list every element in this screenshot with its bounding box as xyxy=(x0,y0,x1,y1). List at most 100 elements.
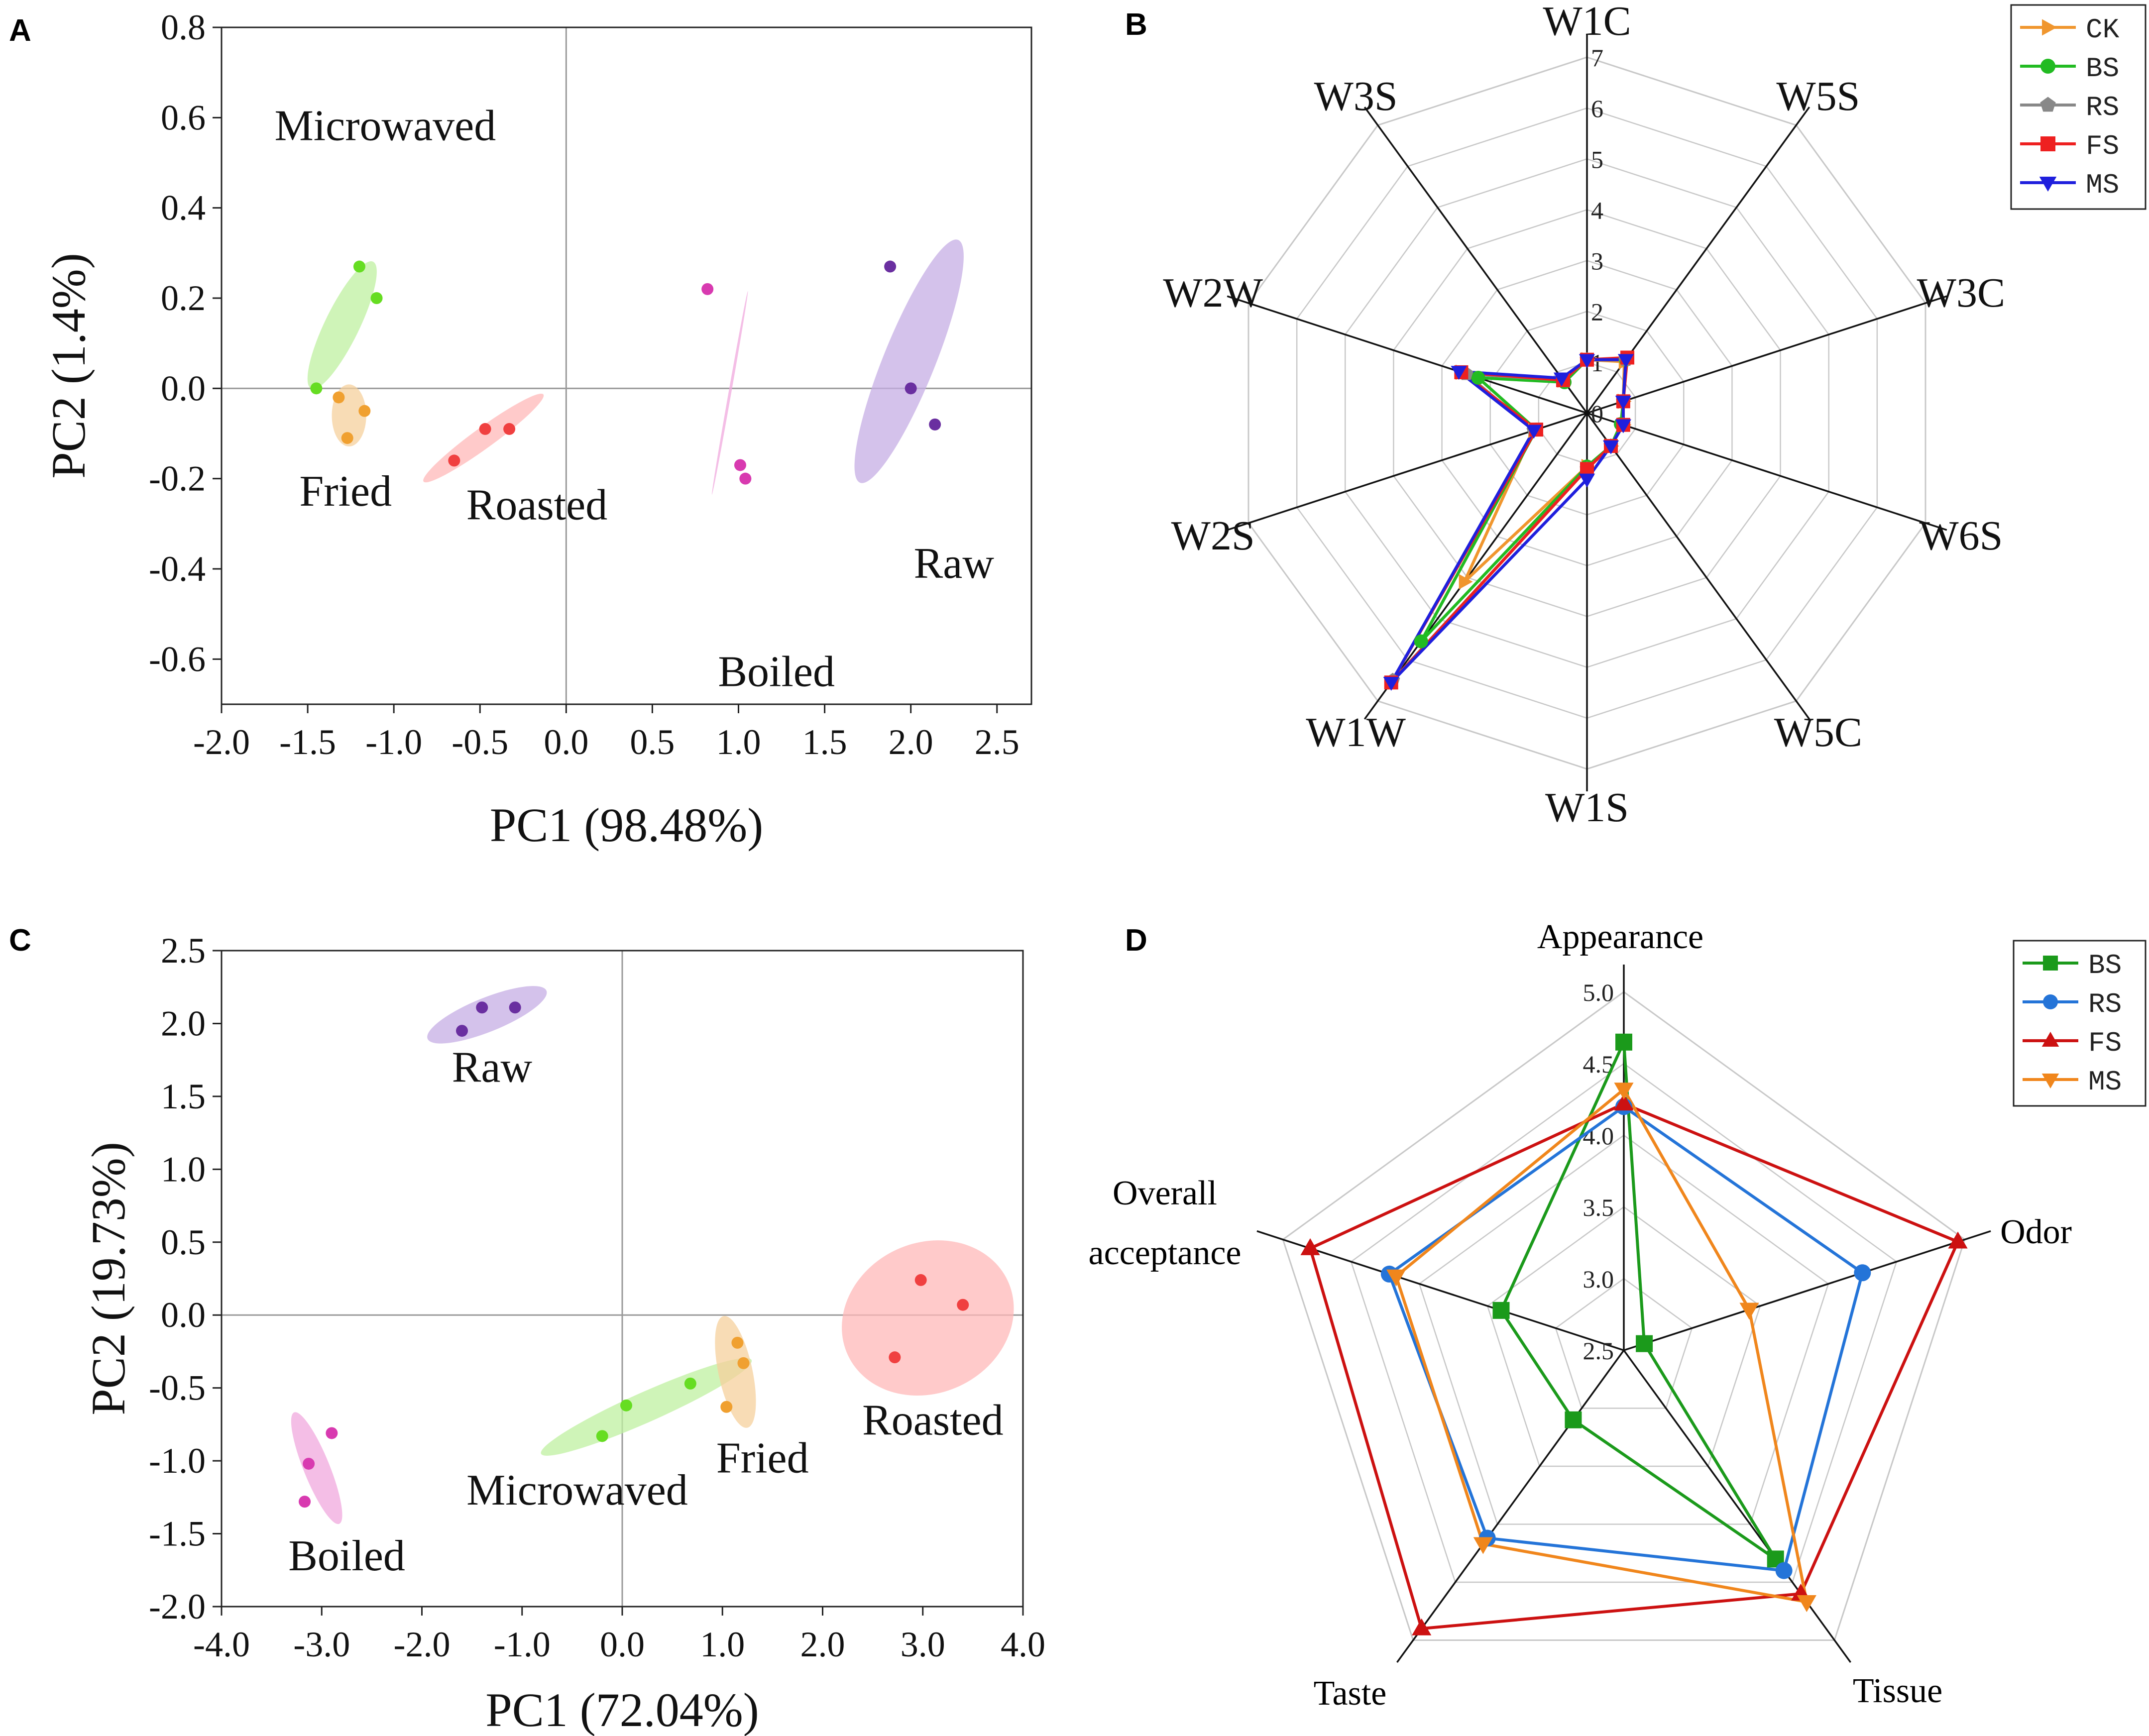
legend-marker-bs xyxy=(2043,956,2058,971)
legend-marker-ms xyxy=(2039,177,2057,192)
point-fried-2 xyxy=(358,405,371,417)
marker-ms-w3c xyxy=(1615,396,1631,410)
y-tick-label: 0.8 xyxy=(161,7,206,47)
point-roasted-1 xyxy=(914,1274,927,1286)
point-fried-2 xyxy=(737,1357,750,1369)
point-boiled-2 xyxy=(734,459,746,471)
x-tick-label: -1.0 xyxy=(494,1625,551,1664)
radar-spoke-w2w xyxy=(1227,295,1587,414)
confidence-ellipse-roasted xyxy=(842,1240,1014,1396)
group-label-microwaved: Microwaved xyxy=(466,1466,688,1515)
radar-grid-ring xyxy=(1418,1134,1829,1525)
x-axis-title: PC1 (72.04%) xyxy=(485,1683,759,1736)
panel-label-c: C xyxy=(9,923,31,958)
point-raw-2 xyxy=(905,382,917,395)
x-tick-label: 0.0 xyxy=(600,1625,645,1664)
panel-label-b: B xyxy=(1125,7,1147,42)
marker-ms-w1s xyxy=(1579,473,1595,488)
radar-tick-label: 3.0 xyxy=(1583,1265,1614,1293)
y-tick-label: 2.5 xyxy=(161,931,206,971)
marker-ms-appearance xyxy=(1614,1083,1634,1100)
x-tick-label: 2.0 xyxy=(889,722,933,762)
confidence-ellipse-boiled xyxy=(291,1412,342,1524)
x-tick-label: -0.5 xyxy=(452,722,508,762)
y-tick-label: 2.0 xyxy=(161,1003,206,1043)
point-microwaved-2 xyxy=(620,1399,633,1411)
d-axis-label-odor: Odor xyxy=(2000,1213,2072,1251)
point-microwaved-1 xyxy=(684,1377,696,1390)
series-line-bs xyxy=(1499,1040,1777,1561)
point-boiled-3 xyxy=(739,472,752,485)
point-roasted-1 xyxy=(448,454,460,467)
group-label-microwaved: Microwaved xyxy=(274,102,496,150)
panel-label-a: A xyxy=(9,13,31,48)
series-line-ms xyxy=(1394,1087,1809,1604)
radar-grid-ring xyxy=(1555,1278,1693,1409)
x-tick-label: 1.5 xyxy=(802,722,847,762)
legend-box xyxy=(2010,4,2147,210)
plot-frame xyxy=(221,26,1032,705)
legend-box xyxy=(2013,940,2147,1107)
x-tick-label: 3.0 xyxy=(901,1625,945,1664)
marker-rs-odor xyxy=(1854,1264,1871,1282)
marker-rs-tissue xyxy=(1775,1562,1793,1579)
radar-spoke-tissue xyxy=(1623,1349,1851,1663)
radar-tick-label: 3 xyxy=(1591,247,1603,275)
d-axis-label-tissue: Tissue xyxy=(1853,1672,1942,1710)
legend-label-ms: MS xyxy=(2088,1066,2122,1098)
radar-tick-label: 0 xyxy=(1591,400,1603,428)
point-roasted-2 xyxy=(957,1299,969,1311)
radar-tick-label: 7 xyxy=(1591,44,1603,72)
radar-spoke-w3c xyxy=(1586,295,1947,414)
point-microwaved-1 xyxy=(353,260,365,273)
radar-grid-ring xyxy=(1350,1063,1898,1583)
point-roasted-2 xyxy=(479,423,491,435)
point-boiled-3 xyxy=(299,1496,311,1508)
x-tick-label: 2.0 xyxy=(800,1625,845,1664)
radar-spoke-w5c xyxy=(1586,412,1810,720)
group-label-boiled: Boiled xyxy=(718,648,835,696)
legend-label-fs: FS xyxy=(2086,130,2119,162)
legend-marker-fs xyxy=(2041,1032,2059,1047)
radar-tick-label: 4 xyxy=(1591,196,1603,224)
marker-ck-w1w xyxy=(1459,574,1473,590)
marker-ms-w5c xyxy=(1602,440,1619,454)
radar-tick-label: 5 xyxy=(1591,145,1603,173)
marker-ms-w2s xyxy=(1526,425,1542,439)
point-raw-1 xyxy=(456,1025,468,1037)
group-label-raw: Raw xyxy=(452,1044,533,1092)
group-label-fried: Fried xyxy=(299,467,392,516)
legend-label-ck: CK xyxy=(2086,14,2120,46)
marker-ms-tissue xyxy=(1797,1595,1816,1613)
legend-marker-rs xyxy=(2040,97,2056,112)
point-raw-3 xyxy=(509,1001,521,1014)
marker-ms-overall-acceptance xyxy=(1386,1269,1406,1287)
legend-label-bs: BS xyxy=(2088,950,2122,981)
legend-label-bs: BS xyxy=(2086,53,2119,85)
marker-fs-odor xyxy=(1948,1231,1968,1249)
y-tick-label: 0.5 xyxy=(161,1222,206,1262)
y-tick-label: 1.0 xyxy=(161,1149,206,1189)
radar-axis-label-w3s: W3S xyxy=(1314,73,1398,119)
d-axis-label-overall-line2: acceptance xyxy=(1089,1234,1242,1272)
group-label-fried: Fried xyxy=(716,1434,809,1483)
x-tick-label: -1.0 xyxy=(365,722,422,762)
x-tick-label: -1.5 xyxy=(279,722,336,762)
series-line-fs xyxy=(1309,1102,1960,1630)
marker-ms-w1c xyxy=(1579,354,1595,368)
x-tick-label: 0.5 xyxy=(630,722,675,762)
confidence-ellipse-boiled xyxy=(712,291,748,495)
legend-label-ms: MS xyxy=(2086,169,2119,201)
point-microwaved-2 xyxy=(370,292,383,304)
y-tick-label: -2.0 xyxy=(149,1587,206,1627)
y-tick-label: -0.5 xyxy=(149,1368,206,1408)
point-raw-2 xyxy=(476,1001,488,1014)
radar-spoke-w2s xyxy=(1227,412,1587,531)
legend-label-rs: RS xyxy=(2088,988,2122,1020)
panel-b-enose-radar: 01234567W1CW5SW3CW6SW5CW1SW1WW2SW2WW3SCK… xyxy=(1163,0,2147,831)
radar-spoke-w6s xyxy=(1586,412,1947,531)
x-axis-title: PC1 (98.48%) xyxy=(490,798,763,852)
marker-ms-odor xyxy=(1739,1302,1759,1320)
radar-spoke-odor xyxy=(1623,1230,1991,1351)
